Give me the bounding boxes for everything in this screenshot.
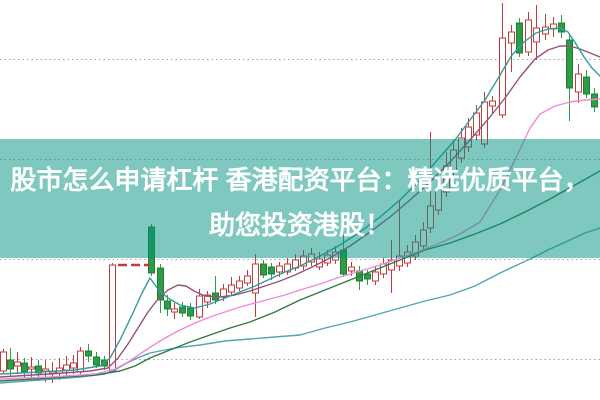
promo-text-line1: 股市怎么申请杠杆 香港配资平台：精选优质平台， <box>10 164 590 195</box>
promo-text-line2: 助您投资港股！ <box>208 209 391 240</box>
promo-overlay-banner: 股市怎么申请杠杆 香港配资平台：精选优质平台， 助您投资港股！ <box>0 139 600 258</box>
